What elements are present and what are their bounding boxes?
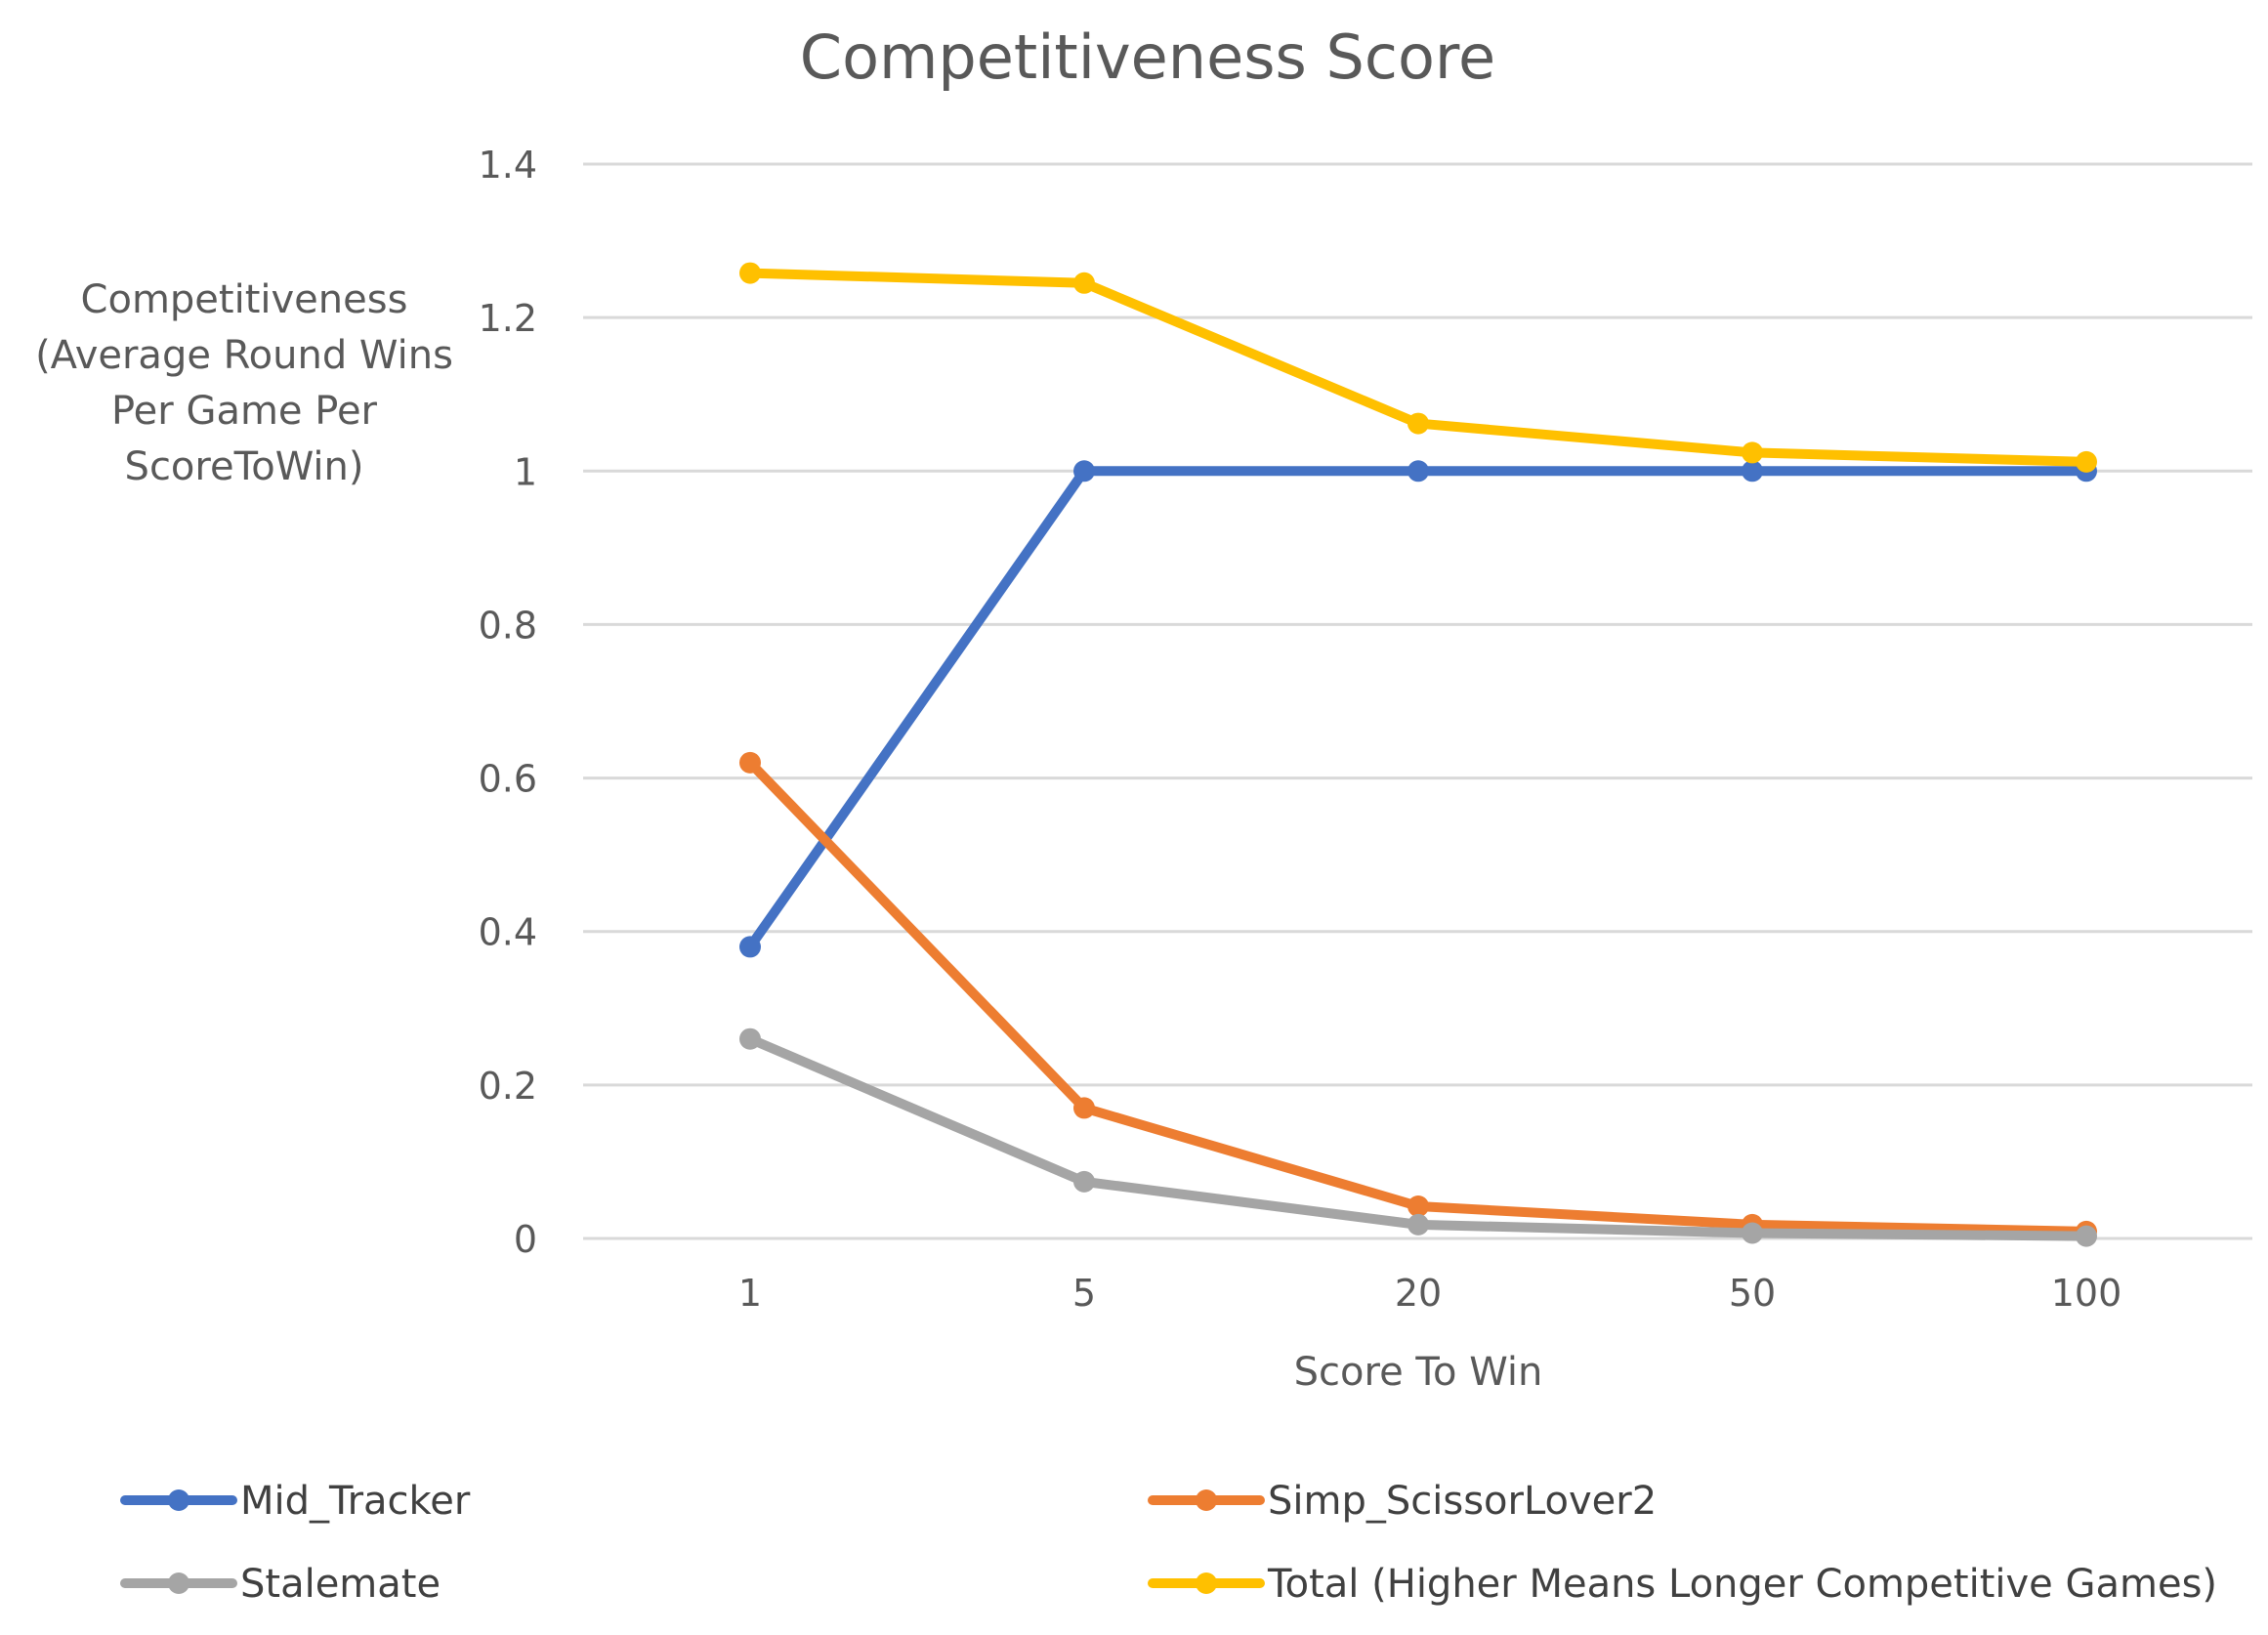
y-axis-ticks: 0 0.2 0.4 0.6 0.8 1 1.2 1.4 (479, 144, 537, 1261)
series-1 (739, 751, 2097, 1242)
data-point (1742, 441, 1763, 464)
x-axis-title: Score To Win (1294, 1350, 1543, 1395)
legend-swatch-marker (1196, 1572, 1217, 1594)
y-tick-label: 0 (514, 1218, 537, 1261)
data-point (2076, 450, 2097, 473)
legend-label: Mid_Tracker (240, 1479, 471, 1524)
x-tick-label: 20 (1395, 1272, 1442, 1315)
legend-item: Mid_Tracker (120, 1479, 471, 1524)
y-axis-title-line: ScoreToWin) (125, 444, 364, 489)
legend-item: Stalemate (120, 1562, 441, 1607)
data-point (1073, 460, 1095, 482)
y-tick-label: 0.4 (479, 911, 537, 954)
x-tick-label: 5 (1072, 1272, 1096, 1315)
legend-swatch-marker (168, 1572, 189, 1594)
series-3 (739, 262, 2097, 473)
legend-item: Total (Higher Means Longer Competitive G… (1148, 1562, 2217, 1607)
y-axis-title: Competitiveness (Average Round Wins Per … (35, 277, 453, 489)
x-axis-ticks: 1 5 20 50 100 (738, 1272, 2121, 1315)
legend-label: Simp_ScissorLover2 (1268, 1479, 1657, 1524)
data-point (1742, 460, 1763, 482)
y-tick-label: 1.2 (479, 297, 537, 340)
series-2 (739, 1027, 2097, 1247)
data-point (1407, 1195, 1429, 1217)
y-axis-title-line: Competitiveness (81, 277, 408, 322)
legend-swatch-marker (168, 1489, 189, 1511)
y-tick-label: 0.8 (479, 604, 537, 647)
data-point (739, 751, 761, 774)
legend-item: Simp_ScissorLover2 (1148, 1479, 1657, 1524)
series (739, 262, 2097, 1247)
data-point (739, 1027, 761, 1050)
data-point (1073, 1170, 1095, 1193)
data-point (739, 262, 761, 284)
legend-label: Total (Higher Means Longer Competitive G… (1267, 1562, 2217, 1607)
data-point (2076, 1225, 2097, 1247)
data-point (1073, 272, 1095, 294)
data-point (1742, 1222, 1763, 1244)
data-point (1407, 412, 1429, 435)
y-axis-title-line: Per Game Per (111, 389, 378, 434)
x-tick-label: 50 (1729, 1272, 1776, 1315)
data-point (739, 936, 761, 958)
y-tick-label: 0.2 (479, 1065, 537, 1108)
series-0 (739, 460, 2097, 958)
chart-title: Competitiveness Score (800, 21, 1495, 93)
x-tick-label: 1 (738, 1272, 762, 1315)
legend-label: Stalemate (240, 1562, 441, 1607)
legend: Mid_Tracker Simp_ScissorLover2 Stalemate To… (120, 1479, 2217, 1607)
data-point (1407, 460, 1429, 482)
y-tick-label: 0.6 (479, 758, 537, 801)
y-tick-label: 1.4 (479, 144, 537, 187)
y-tick-label: 1 (514, 450, 537, 493)
series-line (745, 757, 2091, 1237)
data-point (1407, 1213, 1429, 1236)
x-tick-label: 100 (2051, 1272, 2122, 1315)
data-point (1073, 1097, 1095, 1119)
series-line (745, 466, 2091, 952)
y-axis-title-line: (Average Round Wins (35, 333, 453, 378)
legend-swatch-marker (1196, 1489, 1217, 1511)
